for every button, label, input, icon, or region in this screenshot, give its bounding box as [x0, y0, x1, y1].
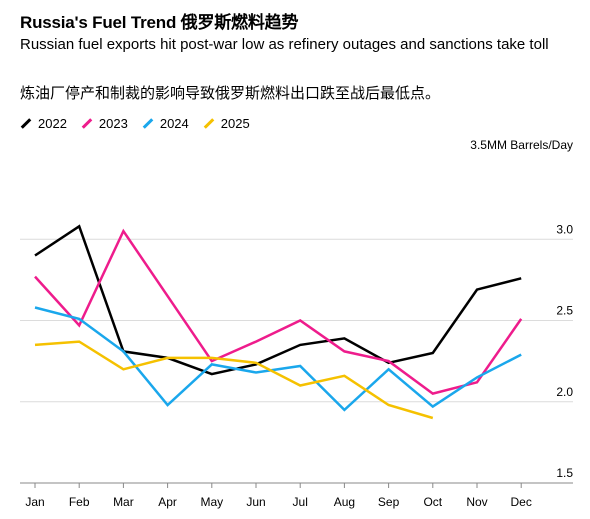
x-tick-label: Dec: [511, 495, 532, 509]
legend-item-2025: 2025: [203, 116, 250, 131]
x-tick-label: Mar: [113, 495, 134, 509]
legend-item-2022: 2022: [20, 116, 67, 131]
y-tick-label: 2.0: [556, 385, 573, 399]
x-tick-label: Sep: [378, 495, 400, 509]
x-tick-label: Jan: [25, 495, 44, 509]
legend-label-2024: 2024: [159, 116, 189, 131]
series-line-2023: [34, 228, 523, 395]
legend-item-2024: 2024: [142, 116, 189, 131]
series-line-2025: [34, 340, 434, 420]
chart-subtitle: Russian fuel exports hit post-war low as…: [20, 36, 549, 53]
x-tick-label: Feb: [69, 495, 90, 509]
x-tick-label: Jun: [246, 495, 265, 509]
legend-label-2023: 2023: [98, 116, 128, 131]
x-tick-label: Oct: [423, 495, 442, 509]
legend: 2022 2023 2024 2025: [20, 116, 250, 131]
chart-title: Russia's Fuel Trend 俄罗斯燃料趋势: [20, 13, 299, 32]
y-tick-label: 3.0: [556, 222, 573, 236]
legend-label-2022: 2022: [38, 116, 67, 131]
chart-subtitle-chinese: 炼油厂停产和制裁的影响导致俄罗斯燃料出口跌至战后最低点。: [20, 84, 441, 102]
x-tick-label: Jul: [293, 495, 308, 509]
y-tick-label: 1.5: [556, 466, 573, 480]
series-line-2024: [34, 306, 522, 412]
x-tick-label: Nov: [466, 495, 487, 509]
y-tick-label: 2.5: [556, 304, 573, 318]
x-tick-label: Aug: [334, 495, 355, 509]
unit-label: 3.5MM Barrels/Day: [470, 138, 573, 152]
series-line-2022: [34, 224, 522, 376]
legend-label-2025: 2025: [220, 116, 250, 131]
x-tick-label: May: [200, 495, 223, 509]
legend-item-2023: 2023: [81, 116, 128, 131]
x-tick-label: Apr: [158, 495, 177, 509]
